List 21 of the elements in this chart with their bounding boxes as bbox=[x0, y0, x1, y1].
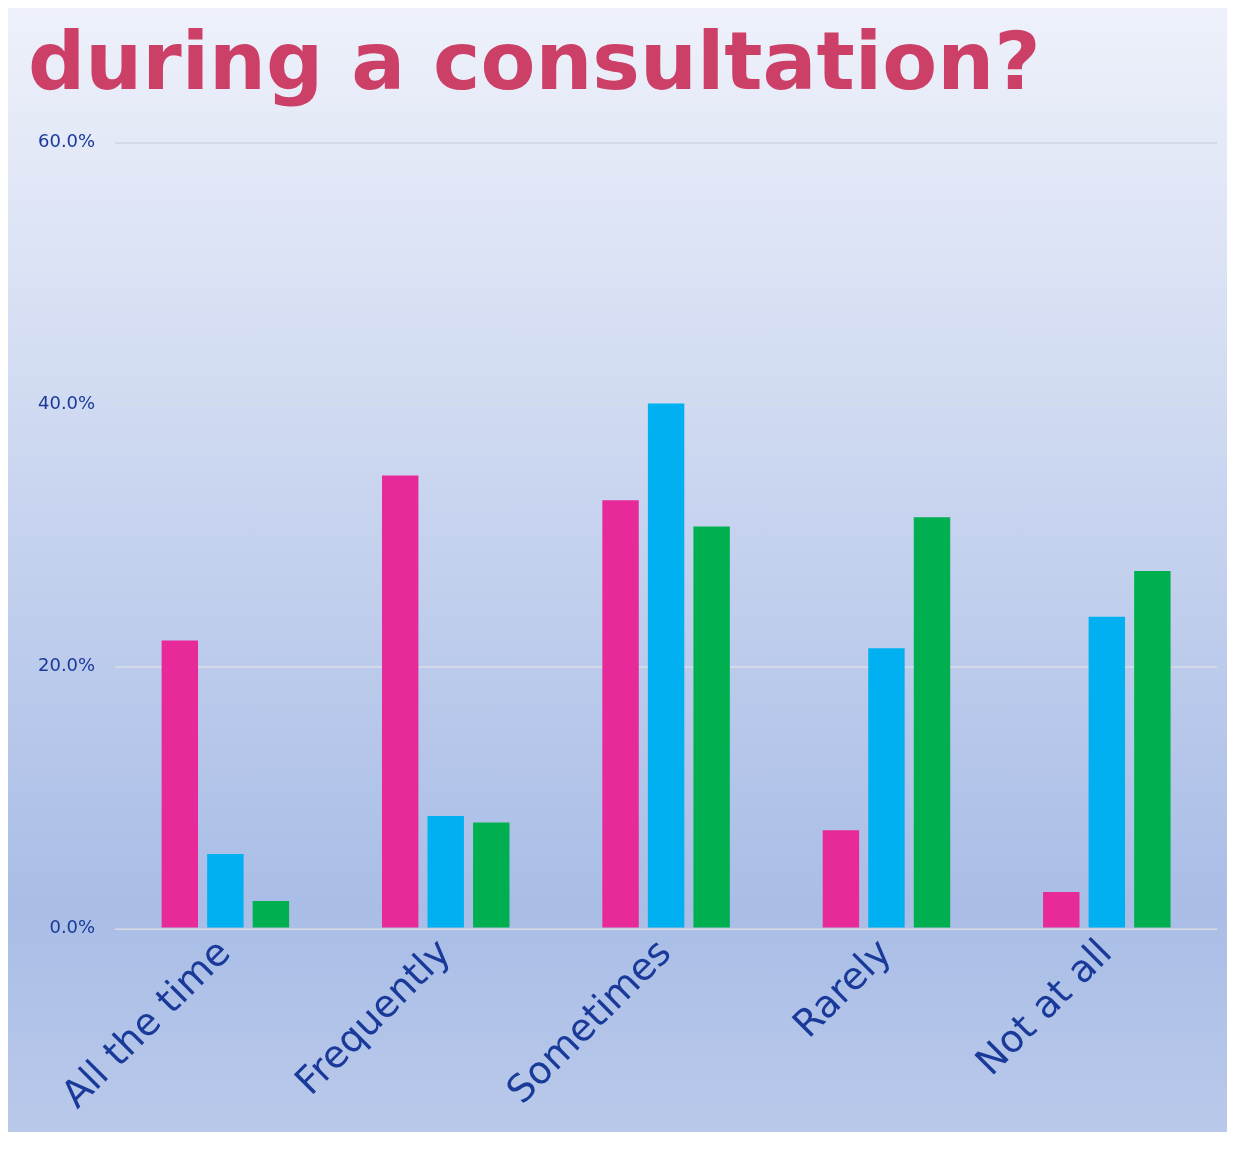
bar bbox=[252, 901, 290, 928]
bar bbox=[602, 500, 639, 928]
bar bbox=[868, 648, 905, 928]
bar bbox=[207, 853, 244, 928]
bar bbox=[161, 640, 199, 928]
bar bbox=[647, 403, 685, 928]
bar bbox=[913, 517, 951, 928]
y-tick-label: 60.0% bbox=[37, 130, 96, 152]
bar bbox=[1043, 891, 1080, 928]
bar bbox=[1088, 616, 1126, 928]
bar bbox=[1134, 571, 1171, 928]
y-tick-label: 40.0% bbox=[37, 392, 96, 414]
bar bbox=[693, 526, 730, 928]
bar bbox=[427, 815, 464, 928]
chart-title: during a consultation? bbox=[27, 14, 1042, 110]
x-tick-label: Not at all bbox=[966, 929, 1121, 1084]
bar bbox=[473, 822, 510, 928]
bar bbox=[822, 830, 860, 928]
y-tick-label: 20.0% bbox=[37, 654, 96, 676]
bar bbox=[381, 475, 419, 928]
y-tick-label: 0.0% bbox=[49, 916, 96, 938]
